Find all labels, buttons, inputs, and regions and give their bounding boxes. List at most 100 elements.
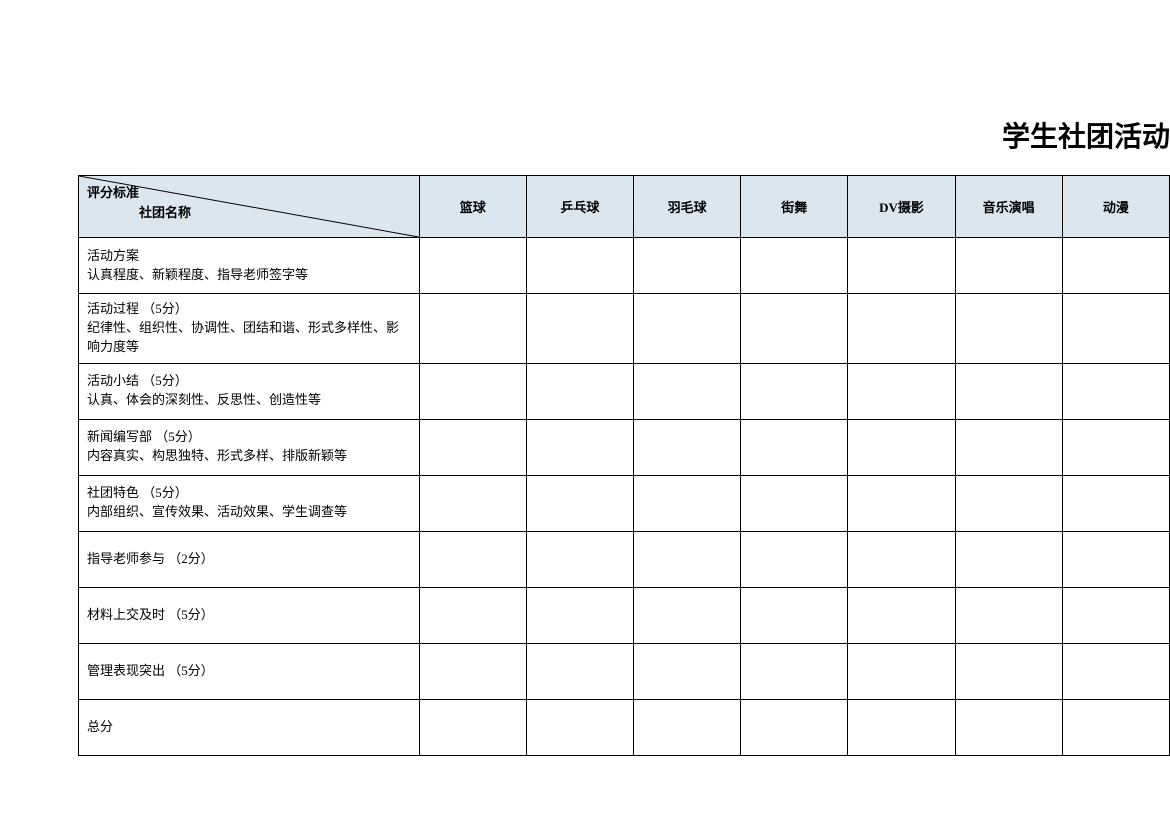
score-cell[interactable] (848, 475, 955, 531)
score-cell[interactable] (1062, 699, 1169, 755)
table-container: 评分标准 社团名称 篮球 乒乓球 羽毛球 街舞 DV摄影 音乐演唱 动漫 活动方… (78, 175, 1170, 756)
score-cell[interactable] (741, 643, 848, 699)
criterion-title: 材料上交及时 （5分） (87, 606, 411, 625)
table-row: 指导老师参与 （2分） (79, 531, 1170, 587)
score-cell[interactable] (633, 238, 740, 294)
score-cell[interactable] (955, 419, 1062, 475)
table-row: 材料上交及时 （5分） (79, 587, 1170, 643)
criterion-cell: 活动过程 （5分） 纪律性、组织性、协调性、团结和谐、形式多样性、影响力度等 (79, 294, 420, 364)
header-row: 评分标准 社团名称 篮球 乒乓球 羽毛球 街舞 DV摄影 音乐演唱 动漫 (79, 176, 1170, 238)
score-cell[interactable] (848, 419, 955, 475)
score-cell[interactable] (633, 419, 740, 475)
page-title: 学生社团活动 (1002, 115, 1170, 155)
criterion-title: 活动方案 (87, 247, 411, 266)
corner-header: 评分标准 社团名称 (79, 176, 420, 238)
score-cell[interactable] (1062, 238, 1169, 294)
criterion-title: 活动小结 （5分） (87, 372, 411, 391)
score-cell[interactable] (526, 475, 633, 531)
score-cell[interactable] (419, 643, 526, 699)
score-cell[interactable] (526, 363, 633, 419)
score-cell[interactable] (419, 699, 526, 755)
score-cell[interactable] (955, 363, 1062, 419)
criterion-desc: 认真、体会的深刻性、反思性、创造性等 (87, 391, 411, 410)
score-cell[interactable] (633, 699, 740, 755)
score-cell[interactable] (741, 587, 848, 643)
score-cell[interactable] (526, 294, 633, 364)
club-header: 乒乓球 (526, 176, 633, 238)
score-cell[interactable] (955, 643, 1062, 699)
score-cell[interactable] (1062, 531, 1169, 587)
table-row: 社团特色 （5分） 内部组织、宣传效果、活动效果、学生调查等 (79, 475, 1170, 531)
criterion-title: 总分 (87, 718, 411, 737)
criterion-desc: 内容真实、构思独特、形式多样、排版新颖等 (87, 447, 411, 466)
score-cell[interactable] (848, 363, 955, 419)
score-cell[interactable] (419, 587, 526, 643)
score-cell[interactable] (1062, 419, 1169, 475)
corner-top-label: 评分标准 (87, 182, 139, 201)
score-cell[interactable] (741, 294, 848, 364)
corner-bottom-label: 社团名称 (139, 202, 191, 221)
score-cell[interactable] (1062, 294, 1169, 364)
score-cell[interactable] (848, 643, 955, 699)
score-cell[interactable] (633, 531, 740, 587)
score-cell[interactable] (741, 419, 848, 475)
criterion-desc: 纪律性、组织性、协调性、团结和谐、形式多样性、影响力度等 (87, 319, 411, 357)
scoring-table: 评分标准 社团名称 篮球 乒乓球 羽毛球 街舞 DV摄影 音乐演唱 动漫 活动方… (78, 175, 1170, 756)
score-cell[interactable] (955, 238, 1062, 294)
score-cell[interactable] (741, 475, 848, 531)
score-cell[interactable] (419, 238, 526, 294)
score-cell[interactable] (526, 531, 633, 587)
score-cell[interactable] (741, 363, 848, 419)
table-body: 活动方案 认真程度、新颖程度、指导老师签字等 活动过程 （5分） 纪律性、组织性… (79, 238, 1170, 756)
criterion-title: 新闻编写部 （5分） (87, 428, 411, 447)
criterion-cell: 指导老师参与 （2分） (79, 531, 420, 587)
criterion-cell: 活动小结 （5分） 认真、体会的深刻性、反思性、创造性等 (79, 363, 420, 419)
score-cell[interactable] (955, 475, 1062, 531)
score-cell[interactable] (741, 531, 848, 587)
score-cell[interactable] (419, 531, 526, 587)
score-cell[interactable] (633, 363, 740, 419)
score-cell[interactable] (955, 699, 1062, 755)
score-cell[interactable] (633, 475, 740, 531)
score-cell[interactable] (419, 294, 526, 364)
criterion-cell: 材料上交及时 （5分） (79, 587, 420, 643)
score-cell[interactable] (526, 238, 633, 294)
score-cell[interactable] (848, 531, 955, 587)
table-row: 管理表现突出 （5分） (79, 643, 1170, 699)
score-cell[interactable] (955, 587, 1062, 643)
score-cell[interactable] (848, 587, 955, 643)
score-cell[interactable] (955, 294, 1062, 364)
criterion-title: 活动过程 （5分） (87, 300, 411, 319)
club-header: 羽毛球 (633, 176, 740, 238)
score-cell[interactable] (633, 587, 740, 643)
score-cell[interactable] (1062, 363, 1169, 419)
score-cell[interactable] (848, 699, 955, 755)
score-cell[interactable] (633, 643, 740, 699)
score-cell[interactable] (419, 363, 526, 419)
club-header: 篮球 (419, 176, 526, 238)
score-cell[interactable] (526, 587, 633, 643)
table-row: 活动过程 （5分） 纪律性、组织性、协调性、团结和谐、形式多样性、影响力度等 (79, 294, 1170, 364)
score-cell[interactable] (848, 294, 955, 364)
score-cell[interactable] (526, 419, 633, 475)
score-cell[interactable] (741, 238, 848, 294)
criterion-title: 管理表现突出 （5分） (87, 662, 411, 681)
score-cell[interactable] (526, 643, 633, 699)
criterion-desc: 认真程度、新颖程度、指导老师签字等 (87, 266, 411, 285)
criterion-cell: 社团特色 （5分） 内部组织、宣传效果、活动效果、学生调查等 (79, 475, 420, 531)
score-cell[interactable] (848, 238, 955, 294)
score-cell[interactable] (741, 699, 848, 755)
criterion-title: 指导老师参与 （2分） (87, 550, 411, 569)
club-header: DV摄影 (848, 176, 955, 238)
score-cell[interactable] (419, 475, 526, 531)
table-row: 总分 (79, 699, 1170, 755)
score-cell[interactable] (1062, 475, 1169, 531)
score-cell[interactable] (955, 531, 1062, 587)
score-cell[interactable] (526, 699, 633, 755)
criterion-cell: 管理表现突出 （5分） (79, 643, 420, 699)
score-cell[interactable] (1062, 587, 1169, 643)
score-cell[interactable] (419, 419, 526, 475)
club-header: 街舞 (741, 176, 848, 238)
score-cell[interactable] (1062, 643, 1169, 699)
score-cell[interactable] (633, 294, 740, 364)
